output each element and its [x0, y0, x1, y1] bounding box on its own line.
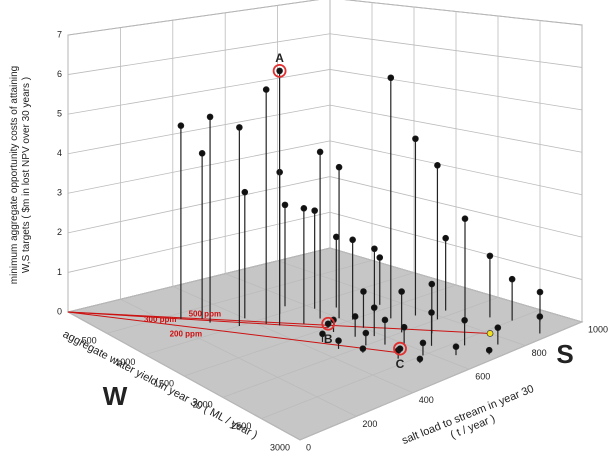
point	[351, 313, 359, 320]
point	[206, 113, 214, 121]
highlight-ring	[321, 316, 336, 331]
z-axis-title: minimum aggregate opportunity costs of a…	[9, 66, 32, 284]
point	[400, 323, 408, 331]
point	[349, 236, 356, 244]
grid-line	[67, 247, 331, 313]
point	[412, 135, 419, 143]
point	[396, 345, 404, 352]
point	[262, 86, 270, 93]
grid-line	[67, 311, 301, 441]
grid-line	[67, 0, 319, 36]
y-tick-label: 600	[475, 372, 490, 382]
y-tick-label: 1000	[588, 324, 608, 334]
point	[311, 207, 318, 214]
point	[387, 74, 395, 82]
point	[452, 343, 460, 351]
point	[376, 254, 384, 261]
point	[241, 188, 249, 196]
highlight-ring	[272, 63, 287, 78]
grid-line	[67, 176, 331, 234]
point	[370, 304, 378, 311]
x-tick-label: 2000	[193, 400, 213, 410]
grid-line	[67, 33, 331, 75]
point	[276, 67, 283, 75]
z-tick-label: 5	[57, 109, 62, 119]
point	[536, 313, 544, 320]
point	[300, 205, 308, 212]
point	[494, 324, 502, 331]
constraint-line	[67, 311, 329, 329]
z-tick-label: 0	[57, 306, 62, 316]
point	[486, 252, 494, 260]
grid-line	[67, 211, 331, 273]
grid-line	[67, 104, 331, 155]
point	[536, 288, 544, 296]
point	[362, 329, 370, 337]
point	[332, 233, 340, 241]
point	[335, 163, 343, 171]
constraint-label: 200 ppm	[170, 329, 202, 338]
point	[236, 124, 243, 131]
point	[398, 288, 405, 295]
grid-line	[261, 309, 541, 420]
point	[428, 280, 436, 288]
point	[416, 355, 424, 363]
z-tick-label: 4	[57, 148, 62, 158]
y-tick-label: 200	[362, 419, 377, 429]
grid-line	[67, 140, 331, 194]
y-axis-letter: S	[556, 339, 573, 369]
point	[319, 330, 326, 338]
constraint-label: 300 ppm	[144, 315, 176, 324]
y-tick-label: 400	[419, 395, 434, 405]
constraint-label: 500 ppm	[189, 310, 221, 319]
point	[360, 288, 367, 295]
point	[461, 316, 468, 324]
point	[508, 275, 516, 283]
point	[335, 337, 342, 344]
point	[198, 150, 206, 157]
highlight-label: B	[324, 332, 333, 346]
x-axis-letter: W	[103, 381, 128, 411]
x-tick-label: 500	[82, 336, 97, 346]
point	[177, 122, 185, 129]
highlight-label: A	[275, 51, 284, 65]
grid-line	[120, 298, 357, 417]
point	[281, 201, 289, 209]
point	[359, 345, 367, 352]
grid-line	[299, 321, 583, 441]
constraint-line	[67, 311, 401, 354]
point	[428, 309, 435, 316]
z-tick-label: 1	[57, 267, 62, 277]
point	[461, 215, 469, 223]
z-axis-title-line: W,S targets ( $m in lost NPV over 30 yea…	[21, 77, 32, 273]
point	[486, 330, 494, 337]
y-axis-title-line: salt load to stream in year 30	[400, 383, 535, 447]
x-tick-label: 1000	[115, 357, 135, 367]
grid-line	[67, 69, 331, 115]
point	[442, 234, 449, 242]
y-tick-label: 0	[306, 442, 311, 452]
highlight-label: C	[396, 357, 405, 371]
point	[434, 161, 441, 169]
grid-line	[183, 284, 457, 377]
point	[316, 148, 324, 156]
z-tick-label: 7	[57, 29, 62, 39]
x-tick-label: 3000	[270, 442, 290, 452]
z-axis-title-line: minimum aggregate opportunity costs of a…	[9, 66, 20, 284]
point	[371, 245, 378, 253]
x-tick-label: 2500	[231, 421, 251, 431]
x-tick-label: 1500	[154, 378, 174, 388]
point	[324, 320, 332, 328]
highlight-ring	[393, 341, 407, 356]
point	[419, 339, 427, 347]
y-tick-label: 800	[532, 348, 547, 358]
z-tick-label: 6	[57, 69, 62, 79]
z-tick-label: 2	[57, 227, 62, 237]
point	[485, 346, 493, 354]
z-tick-label: 3	[57, 188, 62, 198]
point	[381, 316, 389, 324]
